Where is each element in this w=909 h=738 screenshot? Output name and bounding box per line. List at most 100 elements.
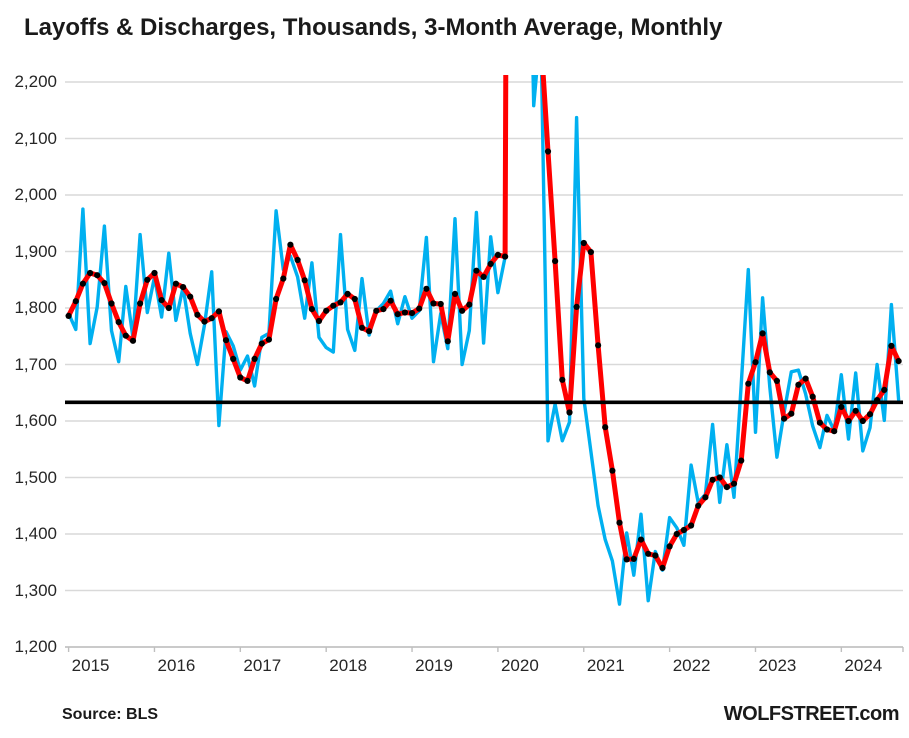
x-axis-label: 2023	[758, 656, 797, 675]
average-marker	[566, 409, 573, 416]
average-marker	[351, 295, 358, 303]
average-marker	[423, 285, 430, 292]
average-marker	[315, 317, 323, 325]
average-marker	[294, 256, 301, 264]
average-marker	[881, 386, 888, 393]
average-marker	[781, 415, 788, 422]
source-note: Source: BLS	[62, 706, 159, 723]
average-marker	[101, 280, 108, 287]
average-marker	[258, 340, 265, 347]
average-marker	[552, 258, 559, 265]
chart-title-average-series-label: 3-Month Average,	[424, 14, 624, 41]
average-marker	[895, 358, 902, 365]
average-marker	[602, 424, 609, 431]
average-marker	[609, 467, 616, 474]
average-marker	[766, 369, 773, 376]
average-marker	[466, 301, 473, 308]
average-marker	[494, 251, 501, 258]
average-marker	[580, 239, 587, 247]
y-axis-label: 1,500	[14, 467, 57, 487]
average-marker	[158, 297, 165, 304]
average-marker	[680, 526, 688, 534]
y-axis-label: 2,100	[14, 128, 57, 148]
y-axis-label: 1,800	[14, 298, 57, 317]
average-marker	[401, 309, 408, 316]
average-marker	[773, 377, 781, 384]
average-marker	[280, 275, 287, 282]
average-marker	[208, 315, 215, 322]
average-line	[66, 75, 902, 571]
average-marker	[79, 280, 86, 287]
average-marker	[151, 269, 158, 277]
x-axis-label: 2019	[415, 656, 453, 675]
average-marker	[616, 519, 623, 526]
average-marker	[759, 330, 766, 337]
site-brand: WOLFSTREET.com	[723, 703, 900, 725]
average-marker	[559, 376, 566, 383]
average-marker	[480, 273, 487, 280]
average-marker	[230, 355, 237, 362]
average-marker	[180, 284, 187, 291]
average-marker	[702, 494, 709, 501]
y-axis-label: 2,000	[14, 185, 57, 204]
y-axis-label: 2,200	[14, 72, 57, 91]
average-marker	[866, 411, 874, 418]
average-marker	[187, 293, 194, 300]
average-marker	[544, 148, 552, 155]
average-marker	[809, 393, 816, 400]
average-marker	[172, 280, 179, 287]
average-marker	[502, 253, 509, 260]
average-marker	[752, 359, 759, 366]
average-marker	[444, 338, 451, 345]
average-marker	[845, 417, 852, 425]
average-marker	[337, 299, 344, 306]
y-axis-label: 1,900	[14, 241, 57, 261]
average-marker	[738, 457, 745, 464]
average-marker	[222, 337, 230, 344]
average-marker	[137, 300, 144, 307]
average-marker	[623, 556, 630, 563]
x-axis-label: 2018	[329, 656, 368, 675]
average-marker	[859, 417, 866, 425]
average-marker	[108, 300, 115, 307]
average-marker	[595, 342, 602, 349]
average-marker	[487, 260, 494, 267]
average-marker	[730, 480, 738, 487]
average-marker	[65, 312, 72, 319]
average-marker	[194, 311, 201, 318]
average-marker	[795, 381, 802, 388]
average-marker	[408, 310, 416, 317]
average-marker	[573, 303, 580, 310]
y-axis-label: 1,200	[14, 637, 57, 656]
chart-title-monthly-series-label: Monthly	[630, 14, 723, 41]
x-axis-label: 2021	[586, 656, 625, 675]
average-marker	[838, 403, 845, 410]
x-axis-label: 2024	[844, 656, 883, 675]
average-marker	[301, 277, 308, 284]
average-marker	[144, 276, 151, 283]
average-marker	[201, 318, 208, 325]
average-marker	[673, 530, 680, 538]
average-marker	[308, 306, 315, 313]
average-marker	[237, 374, 244, 381]
chart-title: Layoffs & Discharges, Thousands, 3-Month …	[24, 14, 894, 42]
average-marker	[709, 476, 716, 483]
average-marker	[129, 337, 137, 344]
average-marker	[659, 564, 666, 572]
average-marker	[251, 355, 258, 362]
x-axis-label: 2017	[243, 656, 282, 675]
average-marker	[788, 410, 795, 417]
average-marker	[244, 377, 251, 384]
average-marker	[816, 419, 824, 426]
average-marker	[538, 34, 544, 40]
y-axis-label: 1,600	[14, 411, 57, 430]
average-marker	[323, 307, 330, 314]
average-marker	[122, 332, 129, 339]
average-marker	[344, 290, 351, 297]
average-marker	[165, 304, 172, 312]
average-marker	[459, 307, 466, 314]
average-marker	[637, 536, 645, 543]
average-marker	[723, 484, 731, 491]
